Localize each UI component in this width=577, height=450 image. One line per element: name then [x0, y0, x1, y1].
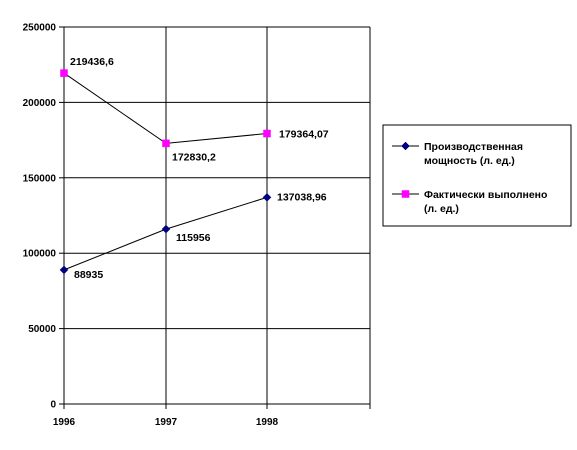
- data-label: 219436,6: [70, 56, 114, 68]
- data-label: 88935: [74, 269, 103, 281]
- y-tick-label: 200000: [23, 98, 57, 109]
- data-label: 179364,07: [279, 129, 329, 141]
- data-point: [60, 69, 68, 77]
- y-tick-label: 0: [50, 400, 56, 411]
- data-point: [161, 224, 171, 234]
- legend-entry: Производственная мощность (л. ед.): [392, 141, 523, 167]
- x-tick-label: 1998: [256, 417, 279, 428]
- tick-labels: 0 50000 100000 150000 200000 250000 1996 1997 19…: [23, 23, 279, 429]
- data-point: [59, 265, 69, 275]
- legend-marker: [401, 141, 410, 151]
- y-tick-label: 50000: [28, 324, 56, 335]
- chart-axes: [59, 26, 371, 409]
- series-1: 88935 115956 137038,96: [59, 191, 327, 281]
- y-tick-label: 100000: [23, 249, 57, 260]
- legend-marker: [401, 190, 410, 198]
- legend-label: Фактически выполнено: [424, 189, 547, 201]
- data-point: [263, 129, 271, 138]
- data-point: [162, 139, 170, 148]
- legend-label: Производственная: [424, 141, 523, 153]
- legend-entry: Фактически выполнено (л. ед.): [392, 189, 547, 215]
- grid-lines: [64, 26, 371, 404]
- x-tick-label: 1996: [53, 417, 76, 428]
- data-label: 115956: [176, 232, 211, 244]
- legend-box: [382, 124, 572, 227]
- series-layer: 88935 115956 137038,96 219436,6 172830,2 1793…: [59, 56, 329, 281]
- legend-label: мощность (л. ед.): [424, 155, 515, 167]
- data-point: [262, 192, 272, 202]
- data-label: 137038,96: [277, 191, 327, 203]
- data-label: 172830,2: [172, 151, 216, 163]
- legend-label: (л. ед.): [424, 203, 459, 215]
- x-tick-label: 1997: [155, 417, 178, 428]
- y-tick-label: 150000: [23, 173, 57, 184]
- legend: Производственная мощность (л. ед.) Фактиче…: [382, 124, 572, 227]
- y-tick-label: 250000: [23, 23, 57, 34]
- series-2: 219436,6 172830,2 179364,07: [60, 56, 329, 163]
